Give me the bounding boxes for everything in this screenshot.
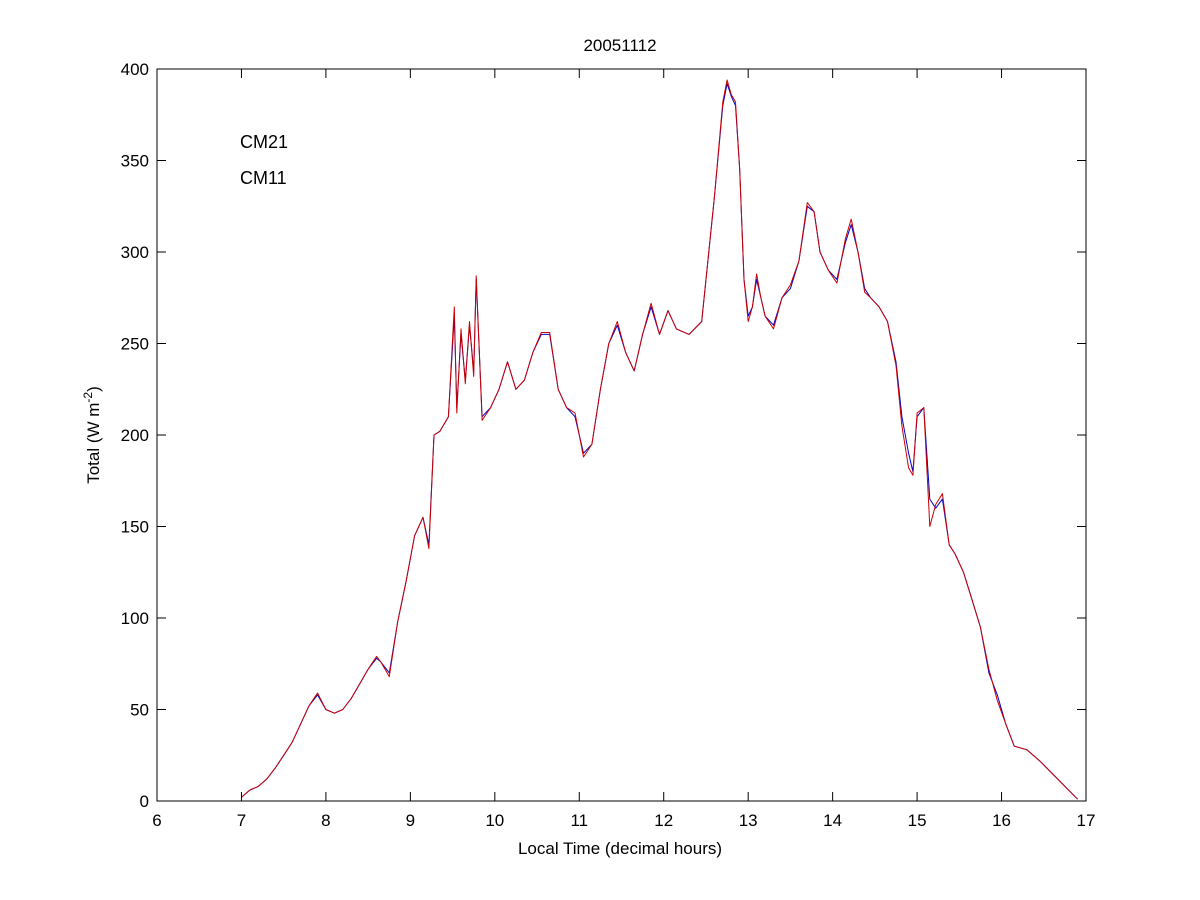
legend-entry-cm11: CM11 [240, 168, 287, 188]
x-tick-label: 9 [406, 811, 415, 830]
y-tick-label: 100 [121, 609, 149, 628]
axis-layer: 6 7 8 9 10 11 12 13 14 15 16 17 0 50 100 150 200 250 300 35… [121, 60, 1096, 830]
y-axis-label-main: Total (W m [84, 403, 103, 484]
series-layer [241, 79, 1078, 800]
x-tick-label: 15 [908, 811, 927, 830]
y-tick-label: 0 [140, 792, 149, 811]
x-tick-label: 12 [654, 811, 673, 830]
x-tick-label: 6 [152, 811, 161, 830]
y-axis-label-end: ) [84, 386, 103, 392]
x-tick-label: 8 [321, 811, 330, 830]
x-tick-label: 16 [992, 811, 1011, 830]
y-axis-label: Total (W m-2) [81, 386, 103, 484]
y-tick-label: 300 [121, 243, 149, 262]
x-tick-label: 13 [739, 811, 758, 830]
y-axis-label-sup: -2 [81, 392, 95, 403]
x-tick-label: 14 [823, 811, 842, 830]
y-tick-label: 250 [121, 335, 149, 354]
x-tick-label: 17 [1077, 811, 1096, 830]
x-tick-label: 11 [570, 811, 588, 830]
y-tick-label: 400 [121, 60, 149, 79]
x-axis-label: Local Time (decimal hours) [518, 839, 722, 858]
legend-entry-cm21: CM21 [240, 132, 288, 152]
x-tick-label: 10 [485, 811, 504, 830]
y-tick-label: 200 [121, 426, 149, 445]
chart-title: 20051112 [583, 36, 656, 55]
plot-area [156, 68, 1087, 802]
x-tick-label: 7 [237, 811, 246, 830]
y-tick-label: 50 [130, 701, 149, 720]
series-line-cm11 [241, 79, 1078, 800]
y-tick-label: 150 [121, 518, 149, 537]
y-tick-label: 350 [121, 152, 149, 171]
